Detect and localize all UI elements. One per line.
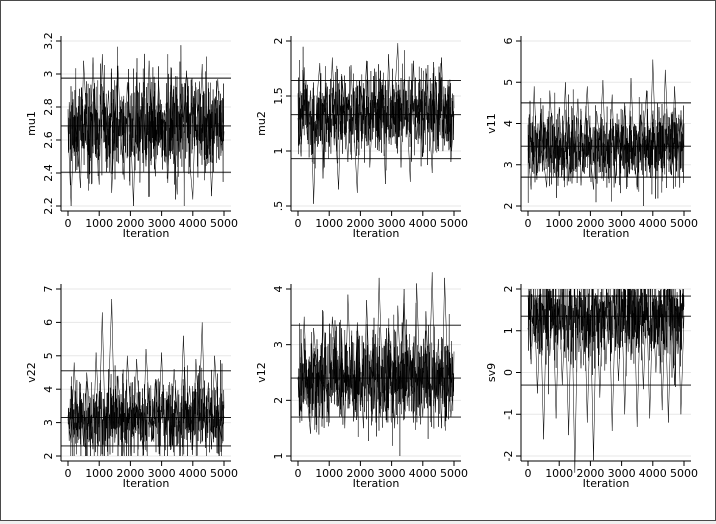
x-tick-label: 2000	[116, 217, 144, 230]
y-axis-title: v11	[485, 113, 498, 134]
x-axis-title: Iteration	[583, 227, 630, 240]
y-tick-label: 2	[272, 38, 285, 45]
y-axis-title: sv9	[485, 363, 498, 382]
x-tick-label: 4000	[409, 467, 437, 480]
y-tick-label: 3	[42, 419, 55, 426]
y-tick-label: 1	[502, 327, 515, 334]
y-tick-label: 6	[502, 38, 515, 45]
y-tick-label: -1	[502, 409, 515, 420]
trace-series-mu2	[297, 43, 455, 204]
x-axis-title: Iteration	[353, 227, 400, 240]
x-tick-label: 1000	[85, 467, 113, 480]
y-tick-label: .5	[272, 201, 285, 212]
x-tick-label: 4000	[409, 217, 437, 230]
y-tick-label: 4	[272, 286, 285, 293]
y-tick-label: 2.8	[42, 98, 55, 116]
x-axis-title: Iteration	[583, 477, 630, 490]
y-tick-label: -2	[502, 451, 515, 462]
y-tick-label: 3	[272, 341, 285, 348]
y-tick-label: 2.2	[42, 197, 55, 215]
x-tick-label: 3000	[608, 217, 636, 230]
x-axis-title: Iteration	[353, 477, 400, 490]
x-axis-title: Iteration	[123, 477, 170, 490]
trace-series-sv9	[527, 295, 685, 473]
y-tick-label: 5	[42, 352, 55, 359]
y-tick-label: 3	[502, 161, 515, 168]
trace-texture	[527, 288, 685, 395]
x-tick-label: 4000	[639, 217, 667, 230]
y-axis-title: mu1	[25, 111, 38, 136]
x-tick-label: 2000	[346, 467, 374, 480]
x-tick-label: 1000	[85, 217, 113, 230]
trace-panel-v11: 2 3 4 5 6 0 1000 2000 3000 4000 5000 Iteration v11	[485, 36, 698, 240]
trace-panel-sv9: -2 -1 0 1 2 0 1000 2000 3000 4000 5000 Iteration sv9	[485, 284, 698, 490]
y-tick-label: 1	[272, 148, 285, 155]
x-tick-label: 1000	[315, 467, 343, 480]
y-tick-label: 5	[502, 79, 515, 86]
trace-series-v12	[297, 272, 455, 434]
y-tick-label: 1.5	[272, 87, 285, 105]
x-tick-label: 2000	[346, 217, 374, 230]
y-tick-label: 6	[42, 319, 55, 326]
trace-series-v22	[67, 298, 225, 457]
x-tick-label: 4000	[639, 467, 667, 480]
y-tick-label: 2	[502, 286, 515, 293]
x-tick-label: 0	[525, 467, 532, 480]
y-tick-label: 2	[272, 397, 285, 404]
x-tick-label: 5000	[210, 217, 238, 230]
x-tick-label: 0	[525, 217, 532, 230]
trace-texture	[527, 89, 685, 207]
x-tick-label: 4000	[179, 217, 207, 230]
trace-panel-v22: 2 3 4 5 6 7 0 1000 2000 3000 4000 5000 Iteration v22	[25, 284, 238, 490]
trace-panel-mu2: .5 1 1.5 2 0 1000 2000 3000 4000 5000 Iteration mu2	[255, 36, 468, 240]
x-tick-label: 5000	[210, 467, 238, 480]
x-tick-label: 5000	[670, 217, 698, 230]
y-tick-label: 2	[42, 453, 55, 460]
trace-texture	[297, 302, 455, 457]
y-tick-label: 0	[502, 369, 515, 376]
trace-panel-v12: 1 2 3 4 0 1000 2000 3000 4000 5000 Iteration v12	[255, 272, 468, 490]
x-axis-title: Iteration	[123, 227, 170, 240]
x-tick-label: 3000	[148, 217, 176, 230]
x-tick-label: 0	[295, 217, 302, 230]
y-axis-title: mu2	[255, 111, 268, 136]
x-tick-label: 2000	[116, 467, 144, 480]
y-tick-label: 2	[502, 203, 515, 210]
y-tick-label: 7	[42, 286, 55, 293]
trace-series-mu1	[67, 54, 225, 207]
x-tick-label: 1000	[545, 467, 573, 480]
y-tick-label: 4	[502, 120, 515, 127]
y-axis-title: v22	[25, 362, 38, 383]
x-tick-label: 0	[65, 467, 72, 480]
y-tick-label: 3.2	[42, 32, 55, 50]
x-tick-label: 0	[65, 217, 72, 230]
y-axis-title: v12	[255, 362, 268, 383]
x-tick-label: 1000	[315, 217, 343, 230]
y-tick-label: 2.6	[42, 131, 55, 149]
x-tick-label: 5000	[440, 467, 468, 480]
trace-series-v11	[527, 59, 685, 190]
x-tick-label: 2000	[576, 217, 604, 230]
y-tick-label: 1	[272, 453, 285, 460]
trace-panel-mu1: 2.2 2.4 2.6 2.8 3 3.2 0 1000 2000 3000 4000 5000 Ite…	[25, 32, 238, 240]
x-tick-label: 4000	[179, 467, 207, 480]
x-tick-label: 3000	[608, 467, 636, 480]
x-tick-label: 3000	[148, 467, 176, 480]
y-tick-label: 3	[42, 71, 55, 78]
x-tick-label: 5000	[440, 217, 468, 230]
trace-texture	[297, 46, 455, 171]
x-tick-label: 1000	[545, 217, 573, 230]
x-tick-label: 0	[295, 467, 302, 480]
x-tick-label: 2000	[576, 467, 604, 480]
trace-texture	[67, 45, 225, 207]
y-tick-label: 4	[42, 386, 55, 393]
y-tick-label: 2.4	[42, 164, 55, 182]
x-tick-label: 3000	[378, 217, 406, 230]
x-tick-label: 5000	[670, 467, 698, 480]
x-tick-label: 3000	[378, 467, 406, 480]
